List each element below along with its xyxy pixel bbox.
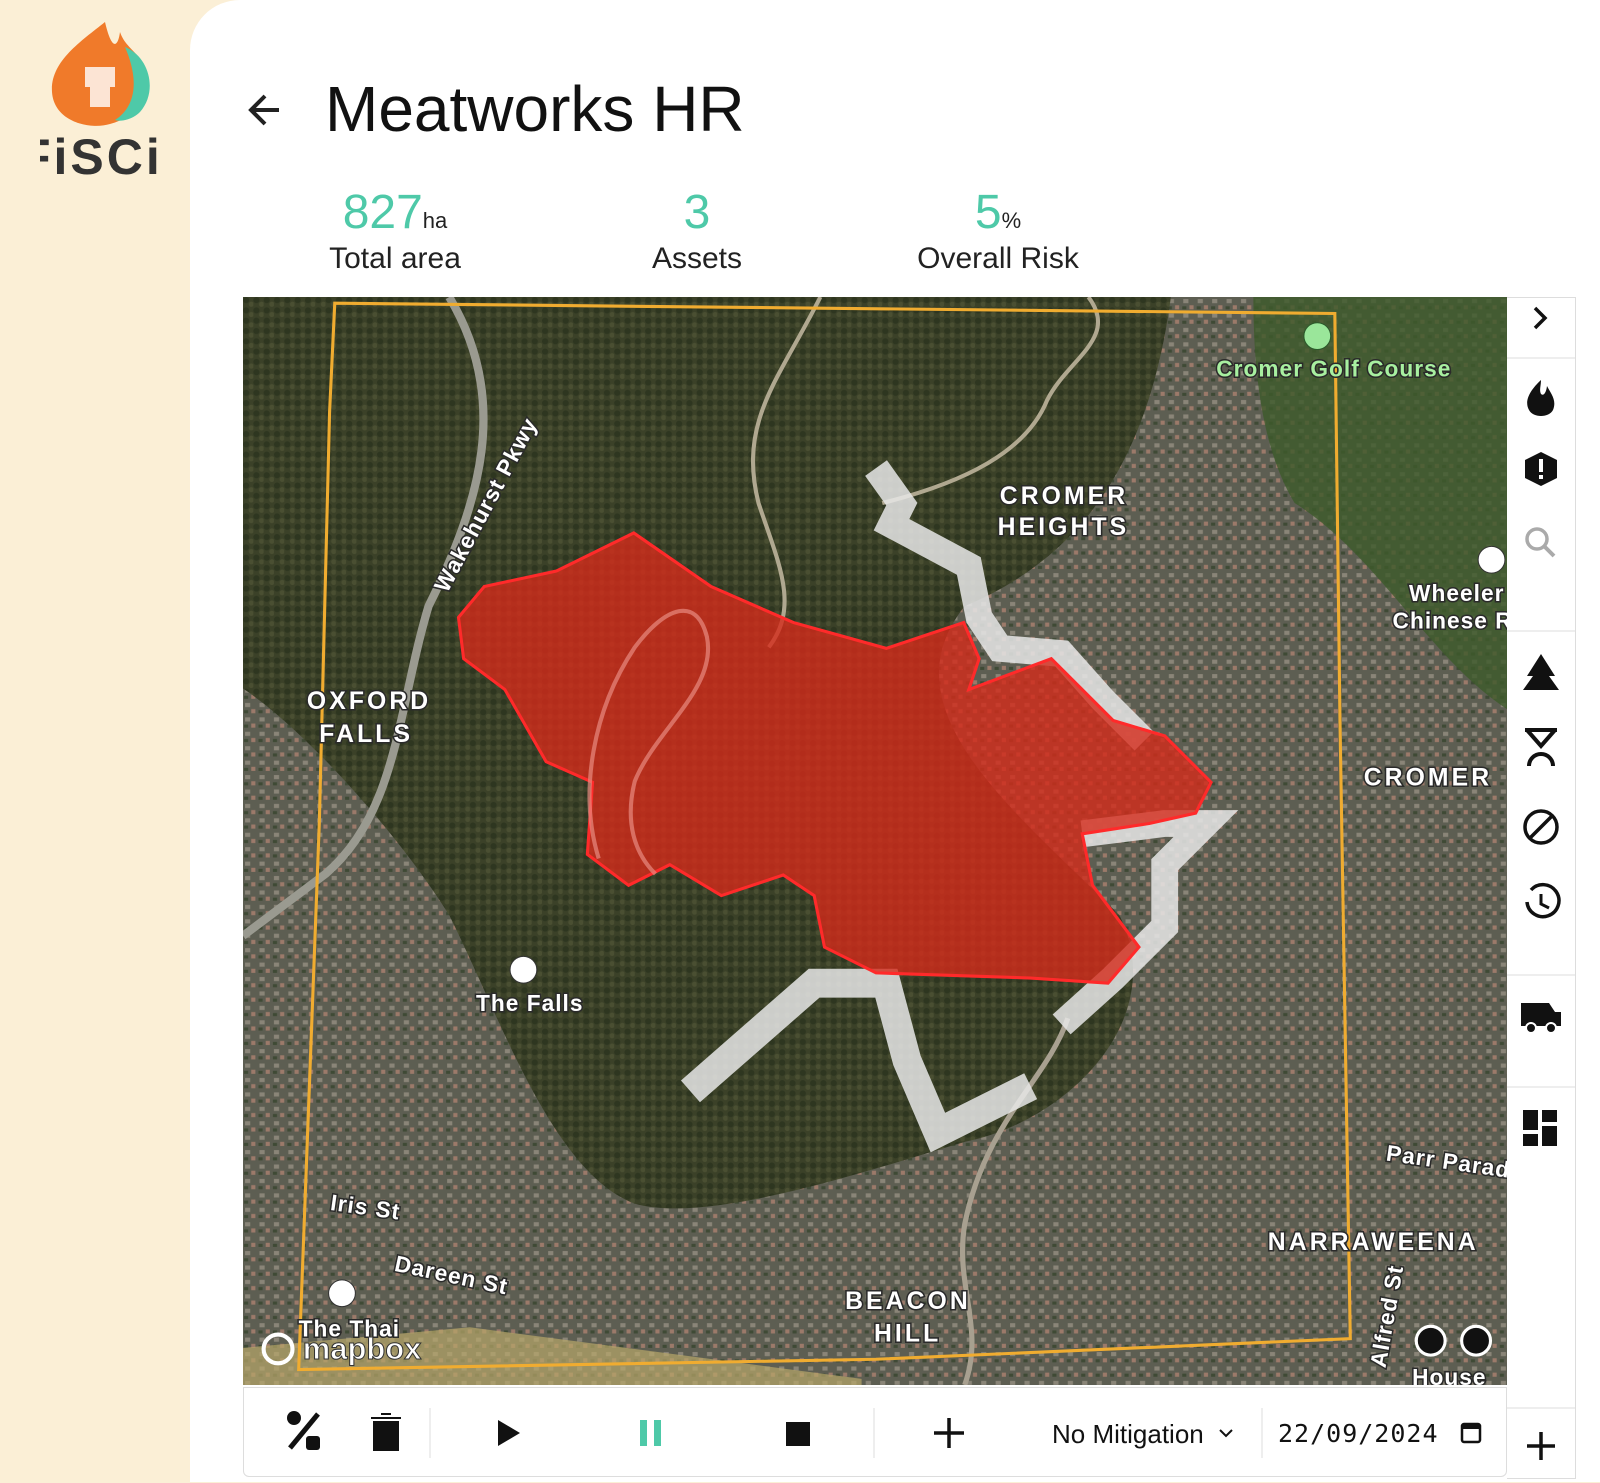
delete-button[interactable] <box>371 1413 401 1451</box>
play-button[interactable] <box>498 1420 520 1446</box>
map-track <box>587 608 711 876</box>
map-label: HEIGHTS <box>998 514 1130 541</box>
stat-label: Assets <box>651 242 743 275</box>
map-road <box>959 1017 1071 1385</box>
map-track <box>750 297 823 649</box>
map-label: OXFORD <box>307 688 431 715</box>
truck-button[interactable] <box>1521 1003 1561 1026</box>
split-button[interactable] <box>287 1411 301 1425</box>
stat-value: 3 <box>683 186 711 239</box>
map-label: Cromer Golf Course <box>1216 355 1451 381</box>
region-boundary <box>297 301 1352 1372</box>
alert-mark <box>1539 459 1543 472</box>
buffer-zone <box>680 968 1038 1153</box>
add-button[interactable] <box>1527 1432 1555 1460</box>
history-button[interactable] <box>1525 882 1561 919</box>
page-title: Meatworks HR <box>325 73 745 145</box>
stat-label: Overall Risk <box>917 242 1079 275</box>
fire-button[interactable] <box>1527 380 1555 416</box>
right-toolbar <box>1507 297 1576 1479</box>
stop-button[interactable] <box>786 1422 810 1446</box>
map-label: Wheeler ( <box>1409 580 1507 606</box>
back-button[interactable] <box>245 90 285 130</box>
map-poi-icon <box>509 955 538 984</box>
split-box <box>306 1436 320 1450</box>
map-poi-icon <box>1477 545 1506 574</box>
map-label: House <box>1412 1364 1486 1385</box>
history-hands <box>1539 894 1550 910</box>
calendar-top <box>1462 1424 1480 1429</box>
map-poi-icon <box>1303 322 1332 351</box>
info-button[interactable] <box>1414 1324 1447 1357</box>
search-button[interactable] <box>1525 527 1549 551</box>
logo-text: FiSCi <box>40 129 163 182</box>
alert-mark <box>1539 475 1543 479</box>
mapbox-logo <box>261 1332 295 1366</box>
map-label: The Falls <box>476 990 584 1016</box>
block-button[interactable] <box>1523 809 1559 845</box>
map-label: NARRAWEENA <box>1268 1229 1479 1256</box>
stat-unit: % <box>1001 208 1022 233</box>
right-toolbar-icons <box>1507 306 1575 1460</box>
map-attribution: mapbox <box>303 1331 422 1366</box>
map-road <box>243 297 488 940</box>
fire-area[interactable] <box>456 531 1213 985</box>
logo: FiSCi <box>40 22 163 182</box>
map-label: CROMER <box>1000 483 1128 510</box>
vegetation-button[interactable] <box>1523 654 1559 690</box>
add-frame-button[interactable] <box>934 1418 964 1448</box>
weather-button[interactable] <box>1525 728 1557 767</box>
map-label: BEACON <box>845 1288 971 1315</box>
map-golf <box>1253 297 1507 710</box>
map-label: The Thai <box>299 1316 400 1342</box>
truck-wheel <box>1525 1022 1537 1034</box>
stat-unit: ha <box>422 208 448 233</box>
logo-leaf <box>115 47 150 121</box>
map-road <box>243 1327 862 1385</box>
block-slash <box>1528 814 1554 840</box>
info-button[interactable] <box>1460 1324 1493 1357</box>
map-track <box>881 297 1101 506</box>
dashboard-button[interactable] <box>1523 1110 1557 1146</box>
search-handle <box>1542 544 1556 558</box>
stat: 5% Overall Risk <box>868 185 1128 276</box>
truck-wheel <box>1545 1022 1557 1034</box>
date-input[interactable]: 22/09/2024 <box>1278 1419 1439 1448</box>
stat-value: 827 <box>342 186 423 239</box>
map-poi-icon <box>328 1279 356 1308</box>
playback-icons <box>287 1408 1482 1458</box>
map[interactable]: Cromer Golf Course CROMER HEIGHTS Wakehu… <box>243 297 1507 1385</box>
expand-button[interactable] <box>1533 306 1548 330</box>
map-label: HILL <box>874 1321 941 1348</box>
stat-value: 5 <box>974 186 1002 239</box>
map-label: FALLS <box>319 721 413 748</box>
map-label: Chinese Re <box>1393 608 1507 634</box>
map-label: CROMER <box>1364 764 1492 791</box>
stat: 3 Assets <box>567 185 827 276</box>
split-line <box>288 1412 320 1450</box>
pause-button[interactable] <box>640 1420 647 1446</box>
dropdown-caret <box>1219 1429 1233 1438</box>
mitigation-select[interactable]: No Mitigation <box>1052 1419 1204 1449</box>
buffer-zone <box>865 460 1154 751</box>
stat: 827ha Total area <box>265 185 525 276</box>
playback-toolbar: No Mitigation 22/09/2024 <box>243 1387 1507 1477</box>
stat-label: Total area <box>329 242 461 275</box>
logo-cross <box>85 67 115 107</box>
pause-bar <box>654 1420 661 1446</box>
